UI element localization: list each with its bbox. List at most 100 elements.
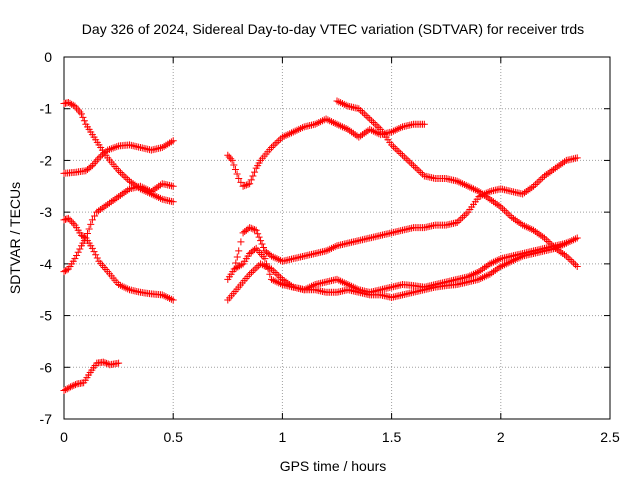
- data-point: [124, 285, 132, 293]
- data-point: [362, 112, 370, 120]
- data-point: [488, 197, 496, 205]
- data-point: [329, 243, 337, 251]
- data-point: [257, 237, 265, 245]
- data-point: [333, 120, 341, 128]
- data-point: [497, 203, 505, 211]
- data-point: [455, 178, 463, 186]
- data-point: [417, 168, 425, 176]
- data-point: [167, 295, 175, 303]
- data-point: [375, 124, 383, 132]
- data-point: [540, 172, 548, 180]
- data-point: [391, 144, 399, 152]
- data-point: [113, 143, 121, 151]
- data-point: [249, 225, 257, 233]
- data-point: [551, 164, 559, 172]
- data-point: [326, 245, 334, 253]
- data-point: [267, 275, 275, 283]
- data-point: [388, 128, 396, 136]
- x-tick-label: 0: [60, 429, 68, 445]
- data-point: [470, 270, 477, 278]
- data-point: [331, 119, 339, 127]
- data-point: [280, 132, 288, 140]
- data-point: [564, 254, 572, 262]
- x-tick-label: 0.5: [163, 429, 183, 445]
- data-point: [553, 163, 561, 171]
- data-point: [104, 200, 112, 208]
- data-point: [63, 266, 71, 274]
- data-point: [264, 265, 272, 273]
- data-point: [235, 175, 243, 183]
- data-point: [71, 381, 79, 389]
- data-point: [453, 177, 461, 185]
- data-point: [568, 257, 576, 265]
- data-point: [519, 221, 527, 229]
- data-point: [98, 204, 106, 212]
- data-point: [479, 191, 487, 199]
- data-point: [251, 168, 259, 176]
- data-point: [317, 118, 325, 126]
- data-point: [237, 261, 245, 269]
- data-point: [269, 267, 277, 275]
- data-point: [284, 131, 292, 139]
- data-point: [366, 115, 374, 123]
- data-point: [100, 149, 108, 157]
- data-point: [528, 225, 536, 233]
- data-point: [259, 243, 267, 251]
- data-point: [166, 294, 174, 302]
- data-point: [484, 188, 492, 196]
- data-point: [252, 226, 260, 234]
- data-point: [80, 117, 88, 125]
- data-point: [169, 198, 177, 206]
- data-point: [80, 233, 88, 241]
- data-point: [539, 233, 547, 241]
- data-point: [570, 236, 578, 244]
- data-point: [358, 131, 366, 139]
- data-point: [358, 108, 366, 116]
- data-point: [142, 185, 150, 193]
- data-point: [322, 247, 330, 255]
- data-point: [278, 133, 286, 141]
- data-point: [282, 131, 290, 139]
- data-point: [235, 247, 243, 255]
- data-point: [92, 251, 100, 259]
- data-point: [559, 159, 567, 167]
- data-point: [564, 238, 572, 246]
- data-point: [535, 177, 543, 185]
- data-point: [60, 216, 68, 224]
- data-point: [455, 217, 463, 225]
- data-point: [340, 279, 348, 287]
- data-point: [573, 234, 581, 242]
- data-point: [308, 282, 316, 290]
- data-point: [335, 98, 343, 106]
- data-point: [338, 123, 346, 131]
- data-point: [368, 117, 376, 125]
- data-point: [373, 122, 381, 130]
- data-point: [297, 125, 305, 133]
- data-point: [457, 179, 465, 187]
- plot-frame: [63, 56, 611, 420]
- data-point: [562, 252, 570, 260]
- data-point: [500, 206, 508, 214]
- data-point: [224, 151, 232, 159]
- data-point: [344, 125, 352, 133]
- data-point: [537, 175, 545, 183]
- data-point: [402, 155, 410, 163]
- data-point: [328, 244, 336, 252]
- data-point: [267, 252, 275, 260]
- data-point: [97, 152, 105, 160]
- data-point: [338, 278, 346, 286]
- data-point: [263, 260, 271, 268]
- data-point: [542, 236, 550, 244]
- data-point: [153, 184, 161, 192]
- data-point: [544, 169, 552, 177]
- data-point: [127, 178, 135, 186]
- data-point: [462, 210, 470, 218]
- data-point: [364, 113, 372, 121]
- data-point: [273, 138, 281, 146]
- data-point: [153, 193, 161, 201]
- data-point: [120, 172, 128, 180]
- data-point: [90, 248, 98, 256]
- data-point: [136, 182, 144, 190]
- data-point: [520, 189, 528, 197]
